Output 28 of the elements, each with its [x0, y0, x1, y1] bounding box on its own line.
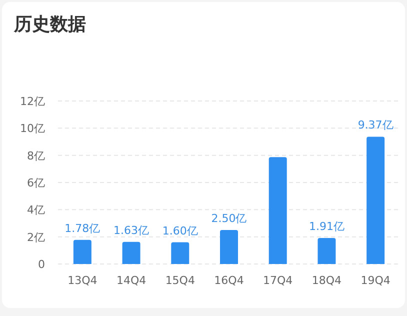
x-tick-label: 13Q4: [68, 274, 98, 287]
bar: [268, 157, 287, 264]
bar: [366, 136, 385, 264]
data-label: 1.60亿: [162, 224, 198, 238]
x-tick-label: 16Q4: [214, 274, 244, 287]
x-tick-label: 17Q4: [263, 274, 293, 287]
y-tick-label: 4亿: [27, 204, 45, 217]
bar: [171, 242, 190, 264]
y-tick-label: 0: [38, 258, 45, 271]
x-tick-label: 19Q4: [360, 274, 390, 287]
data-label: 2.50亿: [211, 212, 247, 226]
bar: [73, 240, 92, 264]
data-label: 1.78亿: [64, 222, 100, 235]
data-label: 1.91亿: [308, 220, 344, 234]
chart-title: 历史数据: [13, 14, 86, 35]
y-tick-label: 8亿: [27, 149, 45, 162]
y-tick-label: 2亿: [27, 230, 45, 244]
bar: [318, 238, 336, 264]
y-tick-label: 6亿: [27, 176, 45, 190]
data-label: 1.63亿: [114, 224, 150, 237]
y-tick-label: 10亿: [20, 122, 45, 136]
bar: [220, 230, 238, 264]
x-tick-label: 18Q4: [312, 274, 342, 287]
data-label: 9.37亿: [358, 118, 394, 132]
bar: [122, 242, 140, 264]
y-tick-label: 12亿: [20, 95, 45, 108]
x-tick-label: 15Q4: [165, 274, 195, 287]
x-tick-label: 14Q4: [116, 274, 146, 287]
